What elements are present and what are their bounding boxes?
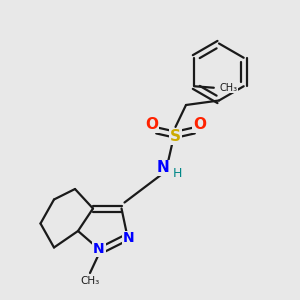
Text: O: O [193,117,206,132]
Text: H: H [173,167,182,180]
Text: N: N [123,232,135,245]
Text: N: N [93,242,105,256]
Text: N: N [157,160,170,175]
Text: O: O [145,117,158,132]
Text: S: S [170,129,181,144]
Text: CH₃: CH₃ [80,275,100,286]
Text: CH₃: CH₃ [219,83,237,93]
